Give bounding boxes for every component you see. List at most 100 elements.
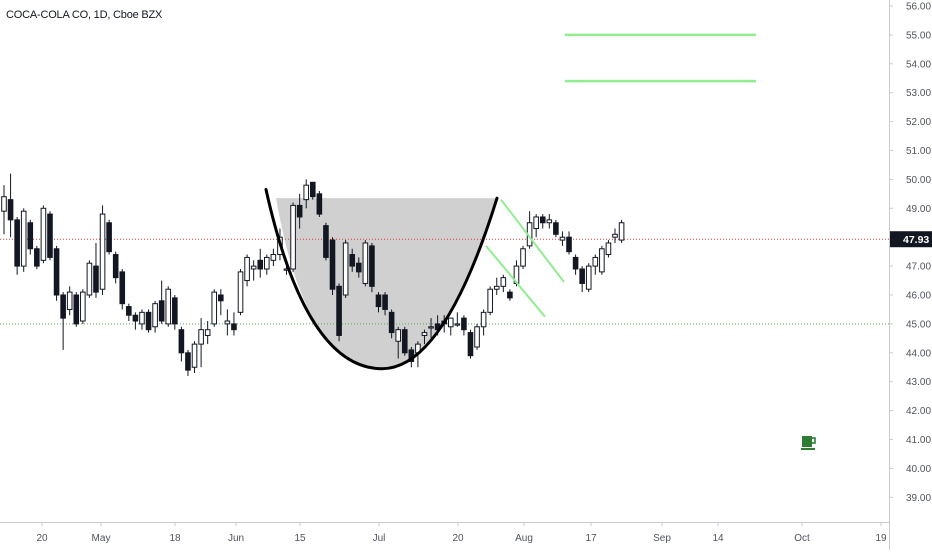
candle [526, 211, 533, 249]
candle [132, 312, 139, 330]
candle [572, 254, 579, 275]
candle [53, 245, 60, 301]
y-tick-label: 41.00 [906, 435, 931, 446]
candle [20, 208, 27, 272]
candle [158, 280, 165, 324]
candle-body [290, 204, 296, 270]
candle-body [553, 222, 559, 235]
candle [139, 309, 145, 330]
candle [461, 315, 467, 336]
candle-body [145, 311, 152, 331]
x-tick-label: 17 [585, 533, 597, 544]
candle [309, 181, 316, 200]
y-tick-label: 51.00 [906, 146, 931, 157]
candle-body [329, 239, 336, 290]
candle-body [158, 300, 165, 322]
candle-body [218, 294, 224, 302]
y-tick-label: 45.00 [906, 319, 931, 330]
candle-body [47, 213, 53, 258]
candle [244, 254, 250, 287]
candle [296, 193, 303, 229]
candle-body [178, 329, 185, 354]
candle [605, 240, 612, 258]
candle-body [309, 181, 316, 198]
candle-body [1, 196, 7, 212]
coffee-cup-body [802, 436, 812, 447]
candle [493, 277, 500, 295]
candle-body [395, 329, 401, 342]
candle [204, 321, 211, 345]
candle [612, 228, 618, 243]
candle-body [231, 323, 237, 331]
candle-body [342, 242, 349, 296]
candle [592, 254, 599, 275]
coffee-cup-saucer [801, 448, 815, 450]
chart-title: COCA-COLA CO, 1D, Cboe BZX [6, 9, 163, 21]
candle-body [73, 294, 80, 325]
candle-body [585, 265, 592, 290]
candle [7, 173, 14, 238]
candle-body [211, 291, 218, 325]
candle [14, 216, 20, 275]
y-tick-label: 47.00 [906, 262, 931, 273]
candle-body [454, 323, 461, 326]
candle-body [66, 291, 73, 310]
candle [566, 231, 572, 255]
y-tick-label: 44.00 [906, 348, 931, 359]
y-tick-label: 50.00 [906, 175, 931, 186]
candle [80, 289, 86, 324]
candle [211, 289, 218, 327]
candle-body [237, 271, 244, 313]
candle-body [500, 277, 507, 287]
candle [224, 309, 231, 336]
candle [40, 205, 47, 264]
last-price-label-bg [890, 231, 932, 248]
x-tick-label: 19 [875, 533, 887, 544]
candle [520, 245, 526, 269]
candle-body [579, 268, 585, 284]
y-tick-label: 52.00 [906, 117, 931, 128]
candle [1, 185, 7, 235]
candle [237, 268, 244, 316]
x-tick-label: 20 [36, 533, 48, 544]
candle-body [362, 242, 369, 284]
candle [99, 205, 106, 295]
y-tick-label: 40.00 [906, 464, 931, 475]
candle-body [349, 254, 356, 267]
x-tick-label: 14 [712, 533, 724, 544]
candle [329, 237, 336, 295]
candle-body [132, 314, 139, 322]
candle-body [119, 271, 126, 305]
candle [618, 219, 625, 243]
candle-body [27, 222, 34, 250]
candle [47, 211, 53, 261]
candle [382, 292, 388, 316]
candle [323, 222, 329, 261]
candle-body [112, 254, 119, 279]
handle-upper-line [500, 199, 565, 283]
candle-body [533, 216, 539, 230]
candle [546, 214, 553, 229]
candle-body [382, 294, 388, 310]
candle-body [86, 262, 93, 296]
candle [369, 242, 375, 293]
candle-body [323, 225, 329, 258]
candle [178, 326, 185, 362]
candle-body [316, 193, 323, 215]
candle [355, 257, 362, 278]
y-tick-label: 53.00 [906, 88, 931, 99]
y-tick-label: 39.00 [906, 493, 931, 504]
candle-body [7, 199, 14, 221]
candle [303, 179, 310, 209]
candle [145, 309, 152, 333]
candle [73, 292, 80, 327]
candle-body [106, 222, 112, 253]
candle-body [336, 285, 342, 336]
candle-body [572, 256, 579, 270]
candle-body [480, 311, 487, 328]
candle [599, 245, 605, 275]
candle [257, 248, 264, 278]
candle [579, 266, 585, 293]
